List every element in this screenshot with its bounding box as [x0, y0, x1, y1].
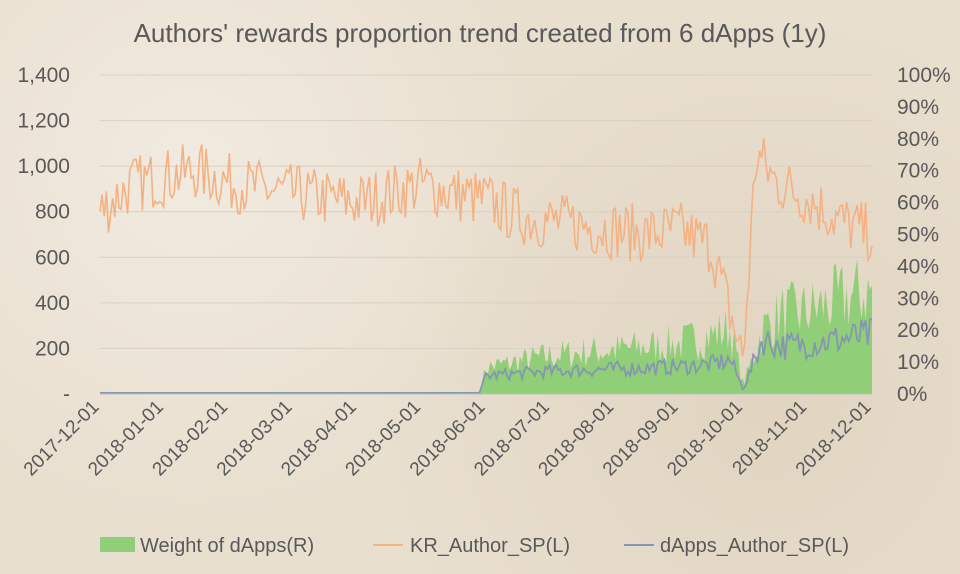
dapps-line-layer [100, 317, 873, 394]
right-tick-label: 60% [897, 192, 939, 215]
left-tick-label: 200 [35, 337, 70, 360]
weight-area-layer [100, 259, 872, 394]
right-tick-label: 10% [897, 351, 939, 374]
legend-swatch-weight [100, 537, 135, 552]
right-tick-label: 40% [897, 255, 939, 278]
chart-title: Authors' rewards proportion trend create… [134, 18, 827, 48]
x-axis: 2017-12-012018-01-012018-02-012018-03-01… [20, 393, 876, 480]
right-tick-label: 100% [897, 64, 951, 87]
right-tick-label: 50% [897, 224, 939, 247]
left-tick-label: 400 [35, 292, 70, 315]
left-tick-label: 1,200 [17, 110, 70, 133]
left-tick-label: - [63, 383, 70, 406]
gridlines [100, 74, 872, 349]
right-tick-label: 90% [897, 96, 939, 119]
left-axis: - 200 400 600 800 1,000 1,200 1,400 [17, 64, 70, 406]
legend-dapps: dApps_Author_SP(L) [660, 535, 849, 557]
legend-kr: KR_Author_SP(L) [410, 535, 570, 557]
right-tick-label: 70% [897, 160, 939, 183]
dapps-author-sp-line [100, 317, 873, 394]
legend: Weight of dApps(R) KR_Author_SP(L) dApps… [100, 535, 849, 557]
legend-weight: Weight of dApps(R) [140, 535, 314, 557]
weight-of-dapps-area [100, 259, 872, 394]
right-tick-label: 0% [897, 383, 927, 406]
kr-author-sp-line [99, 138, 873, 357]
left-tick-label: 1,000 [17, 155, 70, 178]
right-axis: 0% 10% 20% 30% 40% 50% 60% 70% 80% 90% 100% [897, 64, 951, 406]
right-tick-label: 30% [897, 287, 939, 310]
left-tick-label: 600 [35, 246, 70, 269]
kr-line-layer [99, 138, 873, 357]
right-tick-label: 20% [897, 319, 939, 342]
right-tick-label: 80% [897, 128, 939, 151]
left-tick-label: 800 [35, 201, 70, 224]
left-tick-label: 1,400 [17, 64, 70, 87]
